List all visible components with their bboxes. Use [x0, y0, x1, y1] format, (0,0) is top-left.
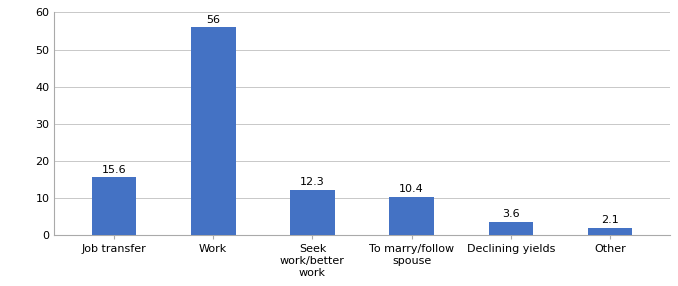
Text: 12.3: 12.3 [300, 177, 325, 187]
Text: 2.1: 2.1 [601, 215, 619, 225]
Bar [389, 197, 434, 235]
Bar [290, 190, 335, 235]
Bar [588, 228, 633, 235]
Text: 10.4: 10.4 [399, 184, 424, 194]
Bar [191, 27, 235, 235]
Bar [489, 222, 533, 235]
Text: 3.6: 3.6 [502, 209, 520, 219]
Bar [92, 177, 136, 235]
Text: 56: 56 [206, 15, 220, 25]
Text: 15.6: 15.6 [102, 165, 126, 175]
